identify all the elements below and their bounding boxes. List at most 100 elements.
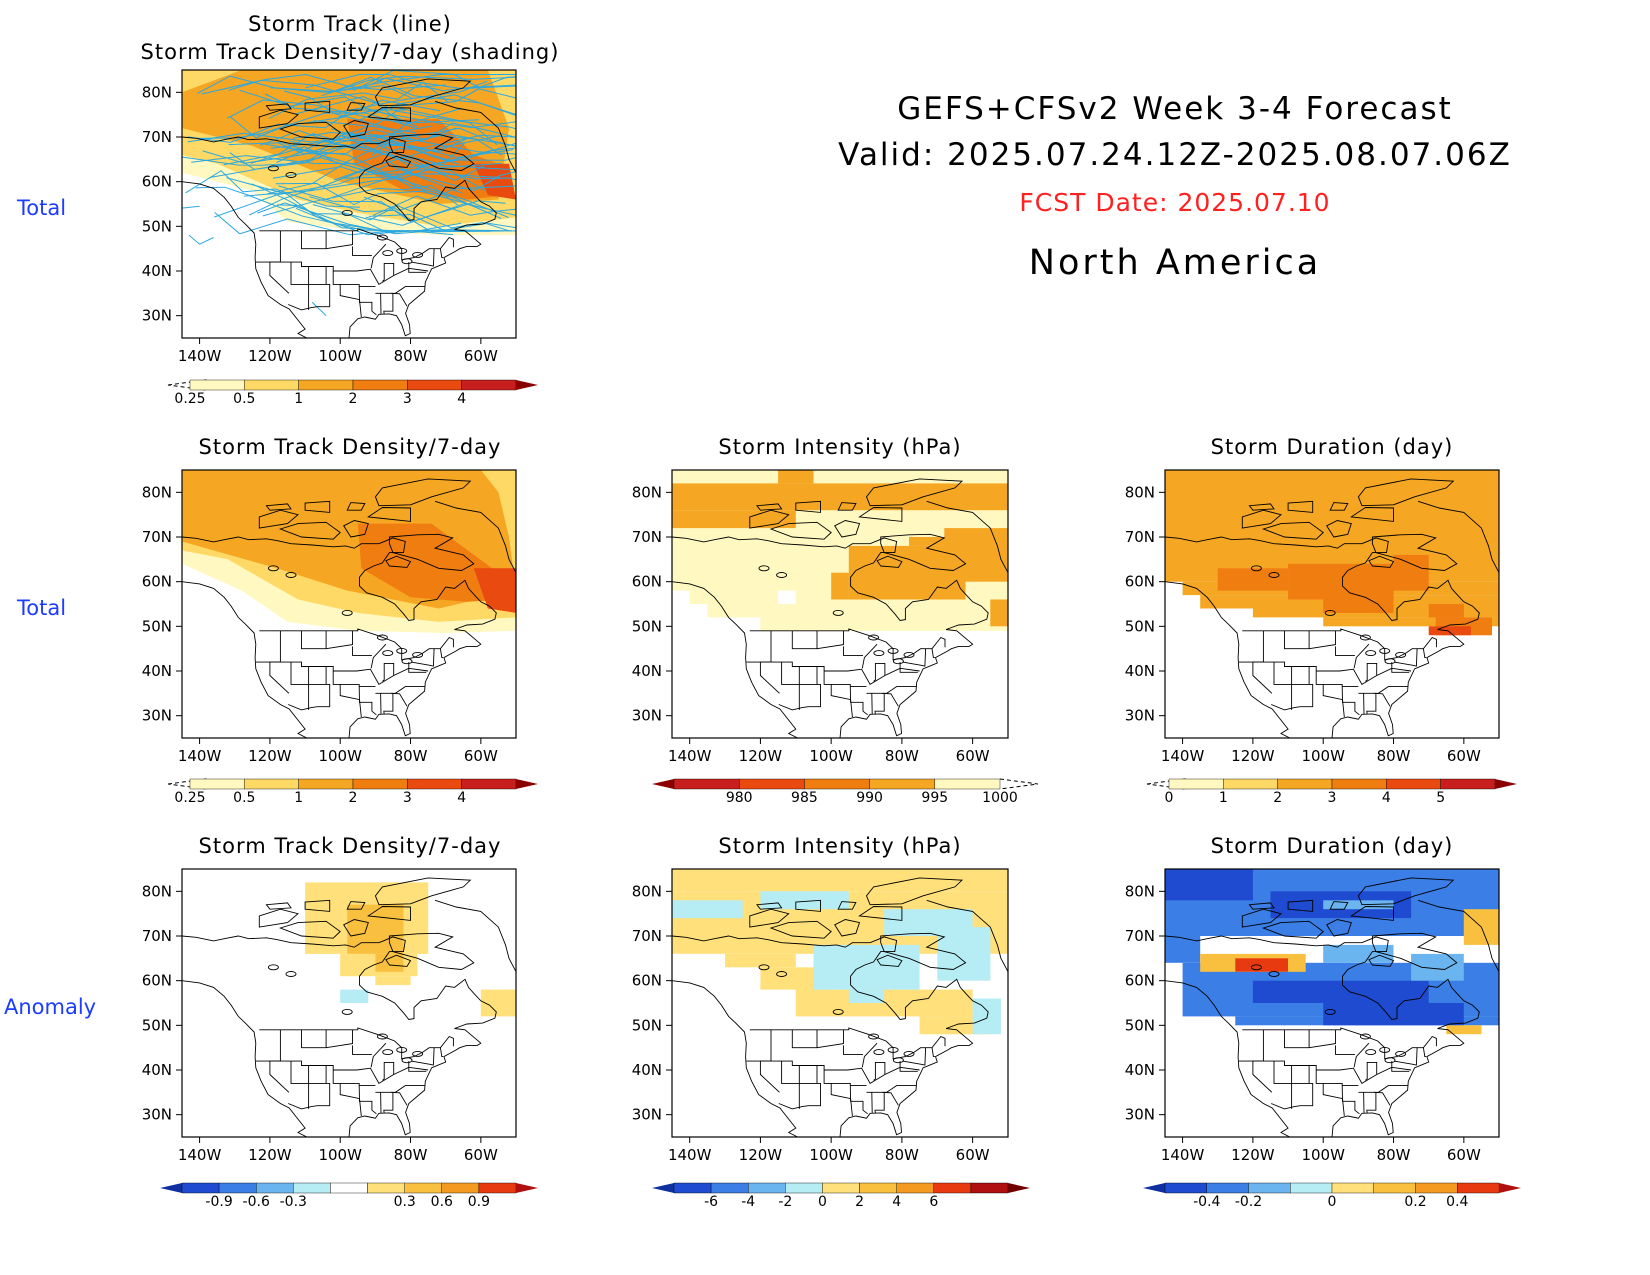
grid-cell [760, 891, 849, 910]
lat-tick-label: 40N [632, 662, 662, 680]
colorbar: 0.25 0.5 1 2 3 4 [167, 778, 538, 806]
lake [396, 247, 408, 254]
state-border [866, 1085, 917, 1093]
state-border [375, 1085, 426, 1093]
panel-title-track-total: Storm Track (line) Storm Track Density/7… [90, 10, 610, 66]
state-border [1394, 1047, 1418, 1066]
lat-tick-label: 60N [142, 573, 172, 591]
arctic-island [1368, 954, 1395, 967]
state-border [382, 662, 395, 682]
arctic-island [265, 503, 292, 511]
colorbar-segment [896, 1182, 935, 1194]
colorbar-tick-label: 0 [1328, 1194, 1337, 1210]
panel-frame [1164, 469, 1500, 739]
lat-tick-label: 80N [1125, 483, 1155, 501]
colorbar-segment [367, 1182, 405, 1194]
panel-frame [181, 868, 517, 1138]
lake [412, 651, 424, 658]
state-border [1309, 1029, 1336, 1049]
state-border [1391, 1061, 1410, 1072]
state-border [383, 693, 394, 715]
lake [1365, 650, 1377, 657]
lake [267, 565, 279, 572]
colorbar-tick-label: -0.4 [1193, 1194, 1220, 1210]
arctic-island [1326, 520, 1352, 538]
state-border [288, 262, 331, 311]
grid-cell [672, 900, 743, 919]
state-border [1242, 1027, 1437, 1060]
coastline [182, 136, 497, 338]
storm-track-line [276, 107, 498, 163]
storm-track-line [226, 99, 479, 124]
lon-tick-label: 60W [464, 347, 498, 365]
storm-track-line [195, 186, 421, 232]
storm-track-line [276, 204, 462, 232]
state-border [1422, 1047, 1427, 1058]
state-border [408, 662, 427, 673]
density-shade-dark-orange [357, 523, 513, 602]
lake [382, 650, 394, 657]
arctic-island [346, 502, 366, 511]
arctic-island [1241, 908, 1282, 928]
lon-tick-label: 120W [248, 347, 292, 365]
state-border [1271, 1061, 1314, 1110]
state-border [778, 662, 821, 711]
field-layer [182, 70, 516, 317]
state-border [931, 1047, 935, 1058]
field-layer [1165, 470, 1499, 636]
state-border [333, 1066, 429, 1085]
state-border [326, 230, 353, 250]
lake [832, 609, 844, 616]
state-border [874, 693, 885, 715]
state-border [1335, 646, 1355, 656]
lat-tick-label: 40N [142, 1061, 172, 1079]
colorbar-tick-label: 985 [791, 790, 818, 806]
arctic-island [304, 899, 331, 912]
coastline [182, 935, 497, 1137]
colorbar-segment [1248, 1182, 1291, 1194]
lat-tick-label: 50N [632, 1016, 662, 1034]
lake [412, 251, 424, 258]
colorbar-tick-label: 0.25 [174, 391, 205, 407]
colorbar-over-arrow [1499, 1183, 1521, 1193]
arctic-island [858, 507, 903, 522]
lat-tick-label: 40N [142, 662, 172, 680]
arctic-island [1371, 533, 1458, 571]
lake [832, 1008, 844, 1015]
arctic-island [346, 901, 366, 910]
colorbar-tick-label: 0.3 [394, 1194, 416, 1210]
colorbar-tick-label: 990 [856, 790, 883, 806]
grid-cell [1323, 900, 1394, 910]
state-border [1271, 662, 1314, 711]
storm-track-line [359, 77, 516, 92]
storm-track-line [264, 80, 488, 113]
lake [1395, 1050, 1407, 1057]
arctic-island [834, 919, 861, 937]
lake [267, 964, 279, 971]
lon-tick-label: 100W [1301, 1146, 1345, 1164]
colorbar-tick-label: 0.9 [468, 1194, 490, 1210]
colorbar-tick-label: 0.5 [233, 391, 255, 407]
arctic-island [1329, 502, 1349, 511]
state-border [830, 1083, 853, 1117]
lat-tick-label: 40N [142, 262, 172, 280]
colorbar-segment [1206, 1182, 1249, 1194]
arctic-island [367, 906, 411, 921]
storm-track-line [228, 142, 430, 195]
arctic-island [279, 521, 341, 540]
state-border [408, 1061, 427, 1072]
panel-title-track-line1: Storm Track (line) [248, 12, 452, 36]
lake [401, 1057, 413, 1064]
lat-tick-label: 50N [142, 217, 172, 235]
lon-tick-label: 80W [1377, 1146, 1411, 1164]
anom-dur-cells-small [1323, 900, 1464, 981]
storm-track-line [278, 185, 506, 223]
panel-frame [181, 69, 517, 339]
state-border [1353, 643, 1370, 669]
anom-cells-0.3 [305, 882, 516, 1017]
state-border [259, 628, 454, 661]
lat-tick-label: 30N [1125, 1106, 1155, 1124]
arctic-island [769, 920, 832, 939]
lake [267, 165, 279, 172]
lon-tick-label: 100W [318, 347, 362, 365]
